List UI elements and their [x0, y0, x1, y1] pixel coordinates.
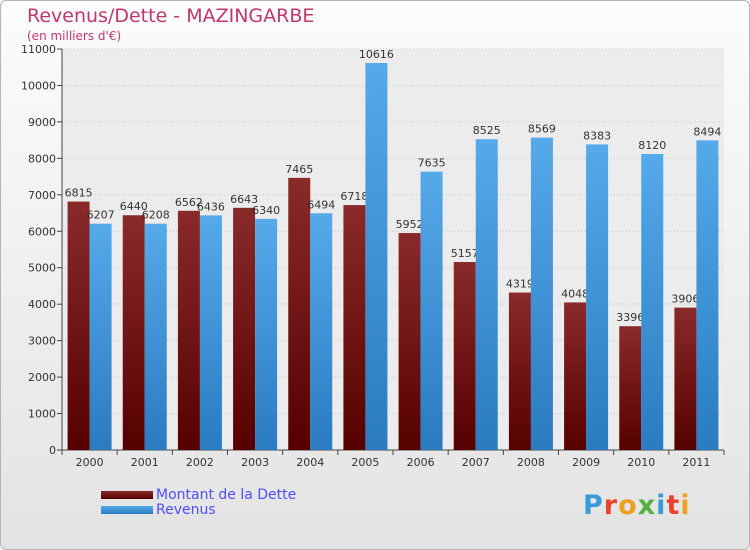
data-label-revenus: 6207 [87, 209, 115, 222]
bar-revenus [144, 223, 167, 450]
data-label-revenus: 8494 [693, 125, 721, 138]
bar-revenus [420, 171, 443, 450]
proxiti-logo: Proxiti [583, 490, 691, 521]
y-tick-label: 4000 [28, 298, 56, 311]
x-tick-label: 2003 [241, 456, 269, 469]
y-tick-label: 2000 [28, 371, 56, 384]
bar-revenus [586, 144, 609, 450]
logo-letter: t [666, 490, 681, 521]
logo-letter: P [583, 490, 604, 521]
data-label-dette: 6718 [340, 190, 368, 203]
x-tick-label: 2006 [407, 456, 435, 469]
chart-title: Revenus/Dette - MAZINGARBE [27, 5, 315, 27]
legend-label-revenus: Revenus [156, 502, 216, 518]
x-tick-label: 2009 [572, 456, 600, 469]
bar-revenus [530, 137, 553, 450]
chart-subtitle: (en milliers d'€) [27, 29, 122, 43]
data-label-revenus: 6494 [307, 198, 335, 211]
y-tick-label: 7000 [28, 189, 56, 202]
bar-dette [343, 205, 366, 450]
y-tick-label: 6000 [28, 225, 56, 238]
data-label-revenus: 10616 [359, 48, 394, 61]
bar-dette [177, 210, 200, 450]
data-label-revenus: 8525 [473, 124, 501, 137]
x-tick-label: 2001 [131, 456, 159, 469]
x-tick-label: 2010 [627, 456, 655, 469]
logo-letter: x [637, 490, 657, 521]
data-label-revenus: 6436 [197, 200, 225, 213]
x-tick-label: 2005 [351, 456, 379, 469]
x-tick-label: 2008 [517, 456, 545, 469]
bar-dette [619, 326, 642, 450]
data-label-dette: 6643 [230, 193, 258, 206]
bar-dette [67, 201, 90, 450]
data-label-dette: 3906 [671, 293, 699, 306]
data-label-revenus: 8120 [638, 139, 666, 152]
bar-dette [122, 215, 145, 450]
logo-letter: o [618, 490, 638, 521]
data-label-revenus: 8383 [583, 129, 611, 142]
bar-revenus [89, 223, 112, 450]
legend-swatch-dette [101, 491, 153, 499]
bar-dette [288, 177, 311, 450]
data-label-dette: 6562 [175, 196, 203, 209]
data-label-dette: 7465 [285, 163, 313, 176]
x-tick-label: 2002 [186, 456, 214, 469]
logo-letter: r [603, 490, 619, 521]
data-label-dette: 5157 [451, 247, 479, 260]
data-label-revenus: 7635 [418, 157, 446, 170]
y-tick-label: 1000 [28, 408, 56, 421]
data-label-dette: 4048 [561, 287, 589, 300]
data-label-revenus: 6340 [252, 204, 280, 217]
data-label-dette: 3396 [616, 311, 644, 324]
x-tick-label: 2000 [76, 456, 104, 469]
bar-dette [674, 307, 697, 450]
y-tick-label: 3000 [28, 335, 56, 348]
y-tick-label: 9000 [28, 116, 56, 129]
y-tick-label: 11000 [21, 43, 56, 56]
bar-dette [453, 262, 476, 450]
bar-revenus [310, 213, 333, 450]
bar-revenus [475, 139, 498, 450]
data-label-dette: 4319 [506, 278, 534, 291]
y-tick-label: 5000 [28, 262, 56, 275]
data-label-revenus: 8569 [528, 123, 556, 136]
bar-revenus [641, 153, 664, 451]
plot-background [62, 49, 724, 450]
logo-letter: i [680, 490, 691, 521]
bar-dette [508, 292, 531, 450]
y-tick-label: 10000 [21, 79, 56, 92]
bar-revenus [365, 62, 388, 451]
y-tick-label: 0 [49, 444, 56, 457]
data-label-revenus: 6208 [142, 209, 170, 222]
data-label-dette: 5952 [396, 218, 424, 231]
x-tick-label: 2011 [682, 456, 710, 469]
bar-revenus [696, 140, 719, 450]
y-tick-label: 8000 [28, 152, 56, 165]
x-tick-label: 2004 [296, 456, 324, 469]
bar-dette [233, 207, 256, 450]
legend-swatch-revenus [101, 506, 153, 514]
legend-label-dette: Montant de la Dette [156, 487, 297, 503]
bar-dette [398, 233, 421, 450]
bar-dette [564, 302, 587, 450]
data-label-dette: 6440 [120, 200, 148, 213]
x-tick-label: 2007 [462, 456, 490, 469]
logo-letter: i [656, 490, 667, 521]
data-label-dette: 6815 [65, 187, 93, 200]
bar-revenus [255, 218, 278, 450]
bar-revenus [199, 215, 222, 450]
